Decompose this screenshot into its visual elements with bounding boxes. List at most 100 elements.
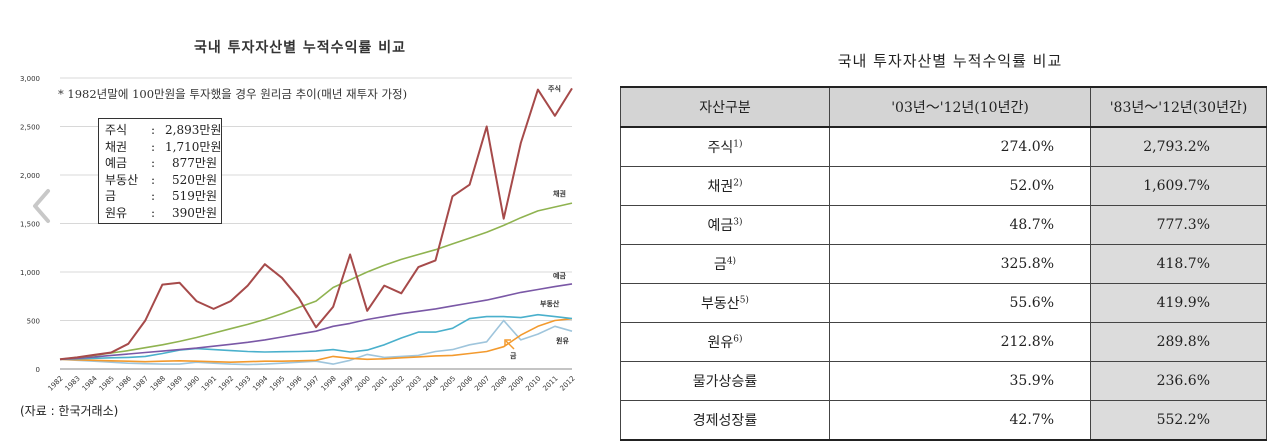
header-30yr: '83년～'12년(30년간) <box>1090 86 1267 128</box>
x-tick-label: 1991 <box>200 374 218 392</box>
series-label: 채권 <box>553 189 566 198</box>
chevron-left-icon <box>33 189 50 223</box>
x-tick-label: 1999 <box>337 374 355 392</box>
x-tick-label: 2007 <box>473 374 491 392</box>
series-label: 원유 <box>556 336 569 345</box>
x-tick-label: 2005 <box>439 374 457 392</box>
x-tick-label: 2010 <box>524 374 542 392</box>
table-row: 채권2) 52.0% 1,609.7% <box>620 166 1267 206</box>
row-asset: 경제성장률 <box>620 400 830 441</box>
table-row: 물가상승률 35.9% 236.6% <box>620 361 1267 401</box>
legend-colon: : <box>151 156 156 170</box>
legend-name: 채권 <box>105 139 128 154</box>
series-line-4 <box>59 317 573 364</box>
table-row: 주식1) 274.0% 2,793.2% <box>620 126 1267 167</box>
x-tick-label: 1988 <box>149 374 167 392</box>
x-tick-label: 2008 <box>490 374 508 392</box>
series-line-3 <box>59 313 573 361</box>
legend-value: 390만원 <box>172 205 217 220</box>
legend-name: 부동산 <box>105 172 139 187</box>
series-label: 금 <box>510 352 517 360</box>
table-row: 부동산5) 55.6% 419.9% <box>620 283 1267 323</box>
legend-colon: : <box>151 139 156 154</box>
row-asset-name: 경제성장률 <box>692 413 758 429</box>
row-30yr-value: 289.8% <box>1090 322 1267 362</box>
row-10yr-value: 35.9% <box>829 361 1091 401</box>
x-tick-label: 1989 <box>166 374 184 392</box>
table-row: 금4) 325.8% 418.7% <box>620 244 1267 284</box>
x-tick-label: 1995 <box>268 374 286 392</box>
row-10yr-value: 274.0% <box>829 126 1091 167</box>
series-line-5 <box>59 319 573 366</box>
legend-box: 주식:2,893만원 채권:1,710만원 예금:877만원 부동산:520만원 금:5… <box>98 118 222 224</box>
legend-entry: 채권:1,710만원 <box>105 139 221 156</box>
gold-pointer-head <box>504 339 511 346</box>
row-30yr-value: 236.6% <box>1090 361 1267 401</box>
row-10yr-value: 55.6% <box>829 283 1091 323</box>
x-tick-label: 1997 <box>302 374 320 392</box>
row-10yr-value: 42.7% <box>829 400 1091 441</box>
row-footnote: 1) <box>733 139 743 150</box>
row-asset: 물가상승률 <box>620 361 830 401</box>
source-note: (자료 : 한국거래소) <box>20 404 119 418</box>
y-tick-label: 2,000 <box>20 172 40 180</box>
prev-slide-button[interactable] <box>26 186 56 226</box>
x-tick-label: 2003 <box>405 374 423 392</box>
x-tick-label: 1983 <box>64 374 82 392</box>
row-10yr-value: 52.0% <box>829 166 1091 206</box>
row-asset-name: 예금 <box>707 218 734 234</box>
row-asset-name: 주식 <box>707 140 734 156</box>
y-tick-label: 1,000 <box>20 269 40 277</box>
x-tick-label: 2011 <box>541 374 559 392</box>
row-30yr-value: 418.7% <box>1090 244 1267 284</box>
legend-colon: : <box>151 205 156 220</box>
row-footnote: 4) <box>726 256 737 267</box>
row-asset-name: 물가상승률 <box>692 374 758 390</box>
row-footnote: 5) <box>739 295 749 306</box>
row-30yr-value: 419.9% <box>1090 283 1267 323</box>
x-tick-label: 1996 <box>285 374 304 393</box>
row-asset: 주식1) <box>620 126 830 167</box>
row-asset: 부동산5) <box>620 283 830 323</box>
legend-value: 520만원 <box>172 172 217 187</box>
row-10yr-value: 325.8% <box>829 244 1091 284</box>
legend-name: 원유 <box>105 205 128 220</box>
legend-entry: 원유: 390만원 <box>105 205 221 222</box>
row-asset-name: 원유 <box>707 335 734 351</box>
x-tick-label: 1993 <box>234 374 252 392</box>
series-line-2 <box>59 283 573 361</box>
y-tick-label: 1,500 <box>20 221 40 229</box>
row-footnote: 6) <box>733 334 743 345</box>
y-tick-label: 3,000 <box>20 75 40 83</box>
legend-colon: : <box>151 123 156 137</box>
table-row: 예금3) 48.7% 777.3% <box>620 205 1267 245</box>
legend-entry: 예금: 877만원 <box>105 155 221 172</box>
x-tick-label: 1992 <box>217 374 235 392</box>
series-label: 주식 <box>548 84 561 93</box>
table-row: 원유6) 212.8% 289.8% <box>620 322 1267 362</box>
chart-canvas: 05001,0001,5002,0002,5003,00019821983198… <box>20 75 577 393</box>
legend-value: 2,893만원 <box>165 123 222 137</box>
x-tick-label: 1984 <box>81 374 100 393</box>
x-tick-label: 2009 <box>507 374 525 392</box>
legend-name: 예금 <box>105 156 128 170</box>
returns-table: 자산구분 '03년～'12년(10년간) '83년～'12년(30년간) 주식1… <box>620 86 1267 441</box>
legend-colon: : <box>151 189 156 203</box>
chart-note: * 1982년말에 100만원을 투자했을 경우 원리금 추이(매년 재투자 가… <box>58 87 408 101</box>
row-30yr-value: 552.2% <box>1090 400 1267 441</box>
x-tick-label: 1986 <box>115 374 134 393</box>
gold-pointer <box>505 340 515 350</box>
row-asset: 금4) <box>620 244 830 284</box>
table-header-row: 자산구분 '03년～'12년(10년간) '83년～'12년(30년간) <box>620 86 1267 128</box>
legend-entry: 주식:2,893만원 <box>105 122 221 139</box>
row-30yr-value: 777.3% <box>1090 205 1267 245</box>
row-30yr-value: 1,609.7% <box>1090 166 1267 206</box>
x-tick-label: 2012 <box>558 374 576 392</box>
y-tick-label: 2,500 <box>20 124 40 132</box>
series-line-0 <box>59 87 573 361</box>
chart-title: 국내 투자자산별 누적수익률 비교 <box>194 40 406 56</box>
y-tick-label: 500 <box>27 318 40 326</box>
legend-colon: : <box>151 172 156 187</box>
row-30yr-value: 2,793.2% <box>1090 126 1267 167</box>
header-10yr: '03년～'12년(10년간) <box>829 86 1091 128</box>
